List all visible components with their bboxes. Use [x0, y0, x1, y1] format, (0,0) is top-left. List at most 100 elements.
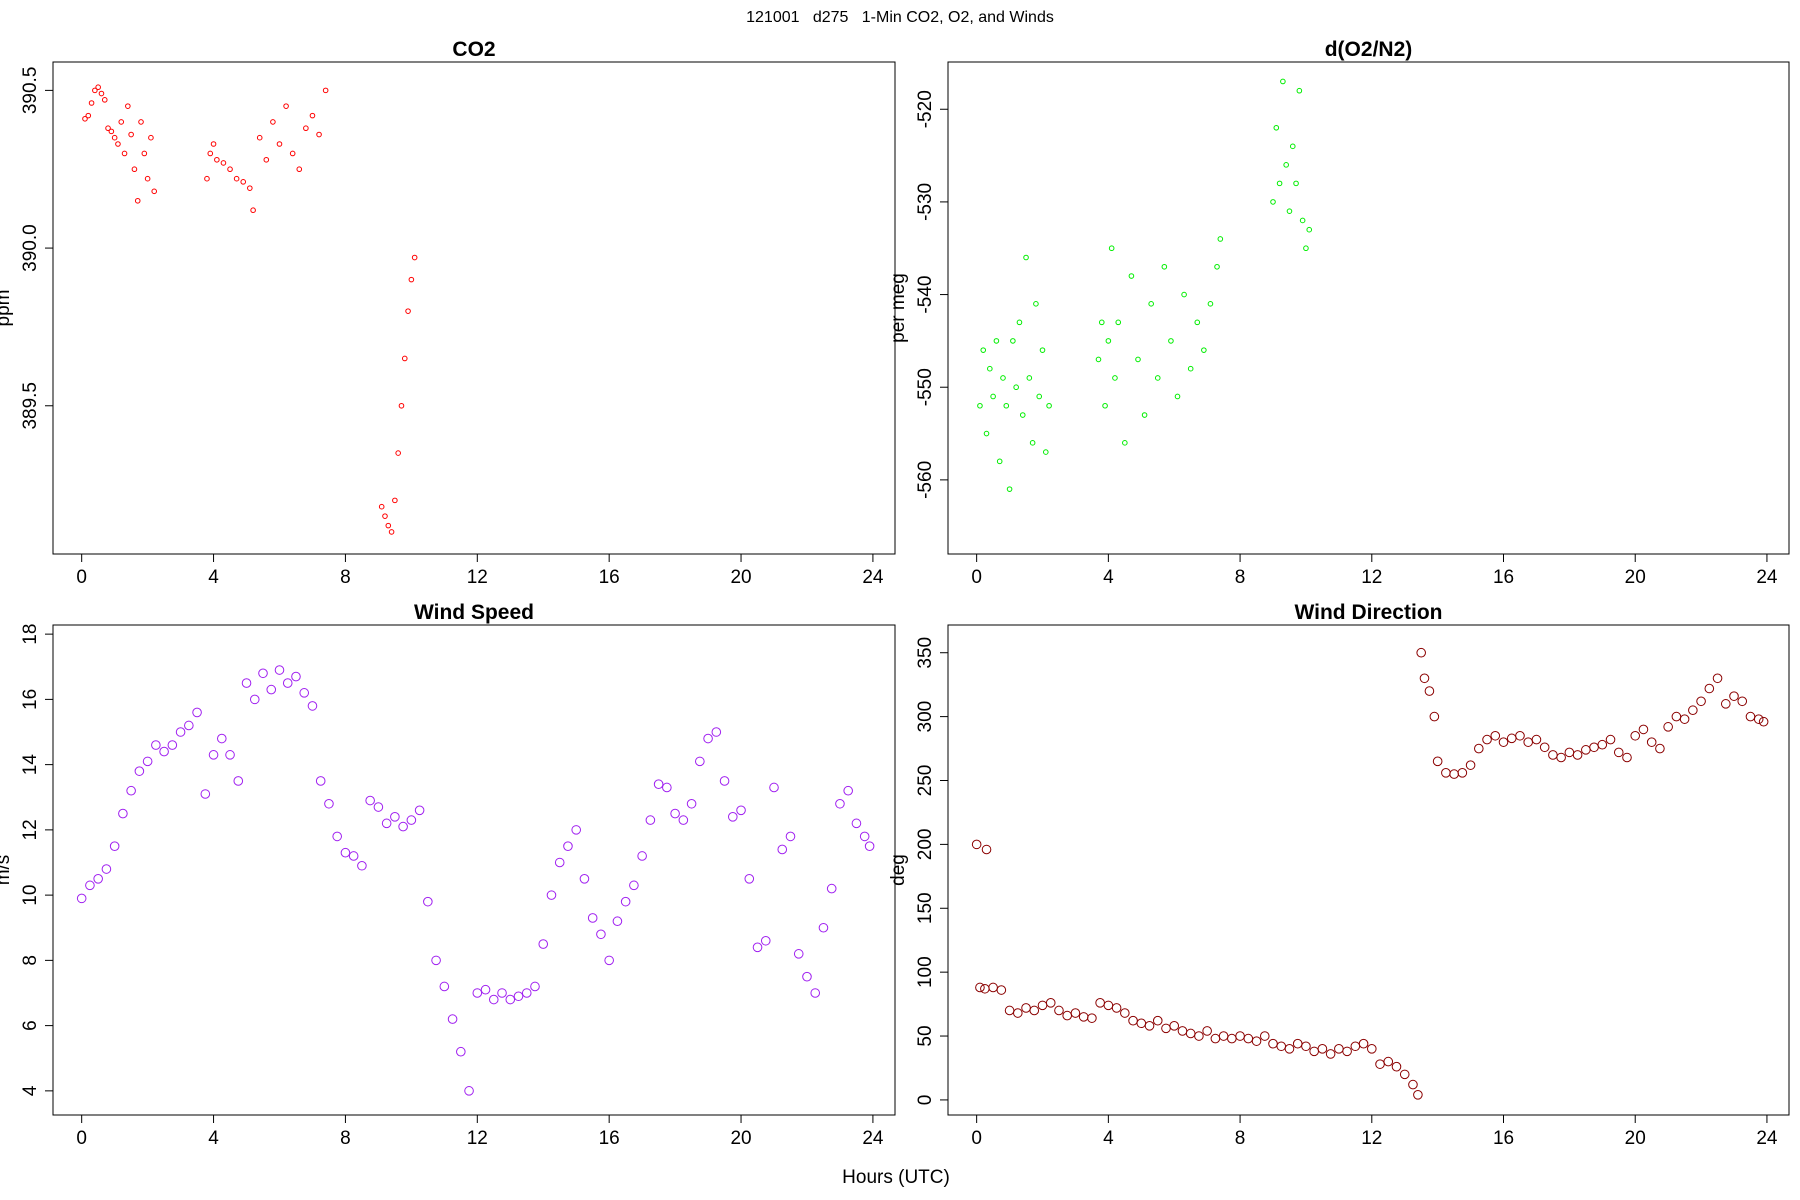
data-point: [1128, 273, 1135, 279]
data-point: [208, 750, 219, 760]
data-point: [1531, 734, 1542, 745]
x-tick-label: 4: [1103, 1128, 1114, 1149]
data-point: [1251, 1036, 1262, 1046]
data-point: [1293, 180, 1299, 187]
data-point: [126, 785, 136, 796]
data-point: [760, 935, 771, 946]
data-point: [405, 308, 411, 314]
y-tick-label: 14: [20, 754, 41, 776]
data-point: [1276, 180, 1283, 187]
data-point: [983, 430, 990, 437]
x-tick-label: 0: [971, 1128, 982, 1149]
x-tick-label: 12: [1361, 1128, 1382, 1149]
data-point: [1019, 412, 1026, 418]
data-point: [629, 880, 639, 891]
x-tick-label: 20: [1625, 1128, 1646, 1149]
y-tick-label: 100: [915, 956, 936, 988]
data-point: [864, 841, 875, 851]
data-point: [1095, 998, 1105, 1008]
data-point: [134, 766, 145, 776]
data-point: [138, 119, 144, 125]
x-tick-label: 20: [1625, 567, 1646, 588]
data-point: [118, 119, 125, 125]
y-tick-label: 0: [915, 1095, 936, 1106]
data-point: [1729, 691, 1739, 701]
data-point: [1115, 319, 1122, 326]
data-point: [785, 831, 796, 842]
data-point: [395, 450, 401, 456]
data-point: [401, 355, 408, 362]
data-point: [1270, 199, 1276, 205]
x-tick-label: 24: [862, 567, 884, 588]
data-point: [1408, 1079, 1418, 1090]
data-point: [1284, 1044, 1295, 1054]
data-point: [456, 1046, 466, 1057]
data-point: [980, 347, 987, 353]
data-point: [1210, 1033, 1221, 1044]
data-point: [250, 207, 256, 214]
plot-frame: [947, 61, 1790, 555]
data-point: [111, 134, 118, 141]
x-tick-label: 16: [599, 1128, 620, 1149]
data-point: [289, 150, 296, 157]
data-point: [538, 939, 549, 949]
data-point: [1045, 998, 1056, 1008]
data-point: [108, 128, 115, 135]
data-point: [1289, 143, 1296, 150]
data-point: [596, 929, 606, 940]
data-point: [92, 87, 98, 94]
y-axis-label: per meg: [888, 273, 909, 343]
data-point: [291, 671, 301, 682]
data-point: [1161, 263, 1168, 270]
data-point: [1070, 1008, 1081, 1018]
plot-frame: [52, 624, 896, 1116]
data-point: [378, 503, 385, 510]
data-point: [134, 197, 141, 204]
data-point: [274, 665, 285, 675]
data-point: [105, 125, 111, 132]
data-point: [1429, 711, 1440, 722]
data-point: [348, 851, 359, 861]
y-tick-label: 350: [915, 637, 936, 669]
data-point: [1111, 1003, 1122, 1013]
data-point: [996, 458, 1003, 465]
data-point: [996, 985, 1007, 995]
data-point: [1144, 1021, 1155, 1031]
data-point: [464, 1086, 474, 1096]
data-point: [810, 988, 821, 998]
y-tick-label: 200: [915, 829, 936, 861]
data-point: [505, 994, 516, 1005]
data-point: [662, 782, 672, 793]
data-point: [1306, 226, 1313, 233]
data-point: [109, 841, 120, 851]
data-point: [1013, 384, 1019, 391]
data-point: [719, 776, 730, 786]
data-point: [1016, 319, 1023, 326]
data-point: [1201, 347, 1207, 353]
data-point: [192, 707, 202, 718]
data-point: [777, 844, 788, 855]
data-point: [1283, 162, 1289, 168]
data-point: [987, 365, 993, 372]
data-point: [653, 779, 664, 790]
data-point: [1268, 1038, 1278, 1049]
data-point: [1033, 301, 1039, 307]
data-point: [993, 338, 1000, 344]
data-point: [1181, 291, 1187, 298]
data-point: [990, 393, 996, 400]
data-point: [1548, 750, 1558, 760]
data-point: [1095, 356, 1102, 363]
data-point: [431, 955, 441, 966]
data-point: [1021, 1003, 1031, 1013]
data-point: [1622, 752, 1632, 763]
data-point: [200, 789, 211, 799]
data-point: [283, 103, 289, 109]
y-tick-label: 390.5: [20, 67, 41, 115]
data-point: [1003, 402, 1010, 409]
data-point: [1039, 347, 1046, 353]
data-point: [315, 776, 326, 786]
data-point: [1301, 1041, 1311, 1052]
data-point: [1317, 1044, 1328, 1054]
data-point: [1572, 750, 1583, 760]
